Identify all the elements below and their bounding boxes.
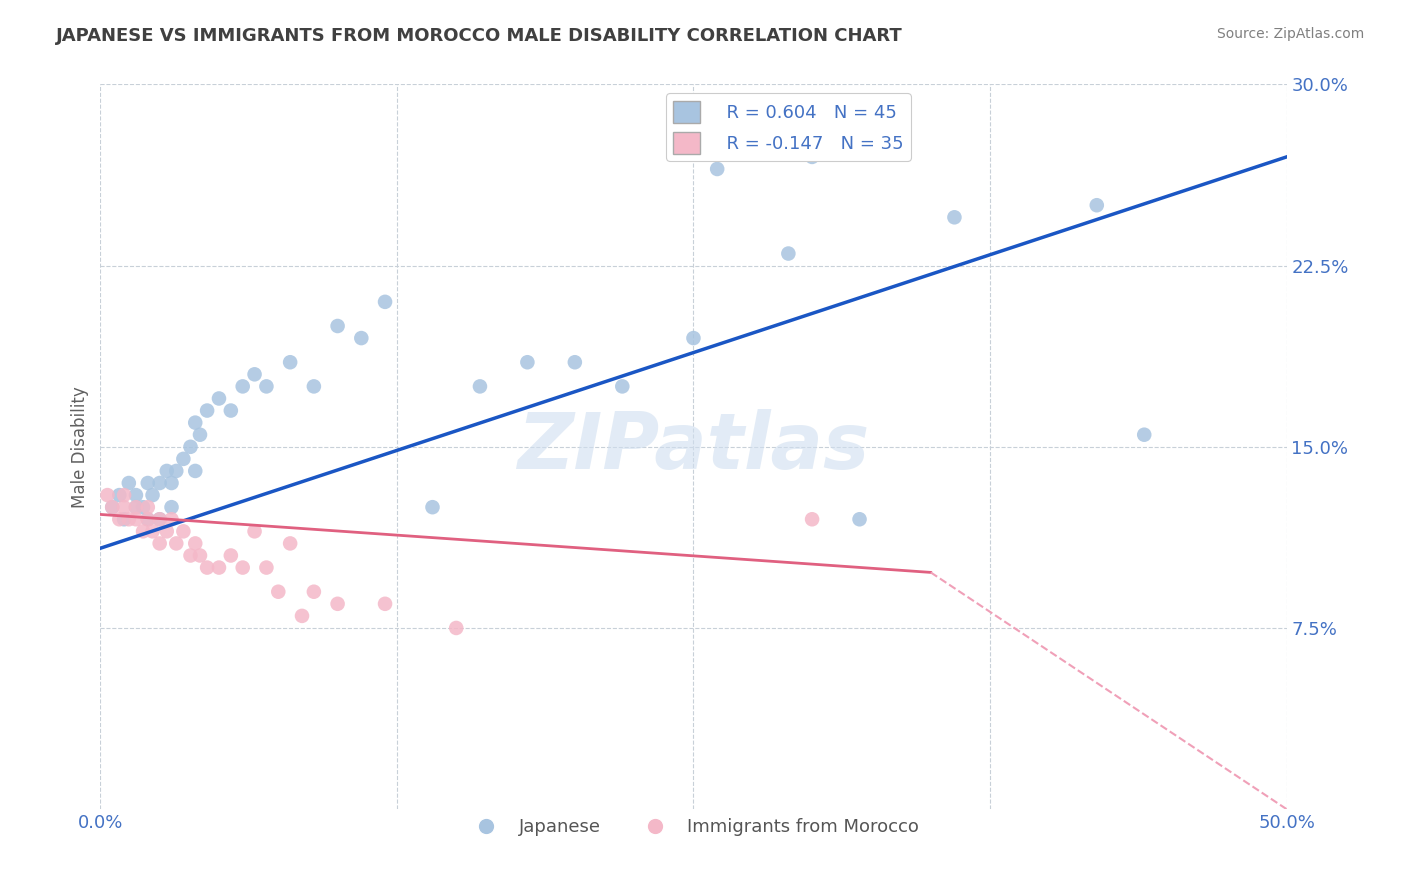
Y-axis label: Male Disability: Male Disability [72,386,89,508]
Point [160,476,183,491]
Point [136,500,159,515]
Point [682,331,704,345]
Point [179,549,201,563]
Point [219,549,242,563]
Point [243,368,266,382]
Point [141,524,163,539]
Point [172,451,194,466]
Point [184,536,207,550]
Point [516,355,538,369]
Point [125,500,148,515]
Point [778,246,800,260]
Point [612,379,634,393]
Point [291,608,314,623]
Point [149,512,172,526]
Point [564,355,586,369]
Point [374,294,396,309]
Point [302,379,325,393]
Point [278,536,301,550]
Point [165,536,187,550]
Point [101,500,124,515]
Point [149,512,172,526]
Point [468,379,491,393]
Point [101,500,124,515]
Point [165,464,187,478]
Point [350,331,373,345]
Point [232,560,254,574]
Text: JAPANESE VS IMMIGRANTS FROM MOROCCO MALE DISABILITY CORRELATION CHART: JAPANESE VS IMMIGRANTS FROM MOROCCO MALE… [56,27,903,45]
Point [108,512,131,526]
Point [801,512,824,526]
Point [422,500,444,515]
Point [267,584,290,599]
Point [444,621,467,635]
Point [195,560,218,574]
Point [149,476,172,491]
Point [132,524,155,539]
Point [374,597,396,611]
Point [232,379,254,393]
Point [188,427,211,442]
Point [156,524,179,539]
Point [254,560,277,574]
Point [706,161,728,176]
Point [125,488,148,502]
Point [1085,198,1108,212]
Point [208,560,231,574]
Point [118,476,141,491]
Point [179,440,201,454]
Point [801,150,824,164]
Legend: Japanese, Immigrants from Morocco: Japanese, Immigrants from Morocco [461,811,927,844]
Point [149,536,172,550]
Point [112,488,135,502]
Point [302,584,325,599]
Point [195,403,218,417]
Point [112,500,135,515]
Point [184,464,207,478]
Point [326,318,349,333]
Point [188,549,211,563]
Point [136,476,159,491]
Point [136,512,159,526]
Point [96,488,118,502]
Point [848,512,870,526]
Point [243,524,266,539]
Point [208,392,231,406]
Point [219,403,242,417]
Point [156,464,179,478]
Point [125,500,148,515]
Point [172,524,194,539]
Point [112,512,135,526]
Point [184,416,207,430]
Text: ZIPatlas: ZIPatlas [517,409,869,484]
Point [160,500,183,515]
Point [278,355,301,369]
Point [132,500,155,515]
Text: Source: ZipAtlas.com: Source: ZipAtlas.com [1216,27,1364,41]
Point [108,488,131,502]
Point [254,379,277,393]
Point [118,512,141,526]
Point [141,488,163,502]
Point [136,512,159,526]
Point [326,597,349,611]
Point [160,512,183,526]
Point [1133,427,1156,442]
Point [125,512,148,526]
Point [943,211,966,225]
